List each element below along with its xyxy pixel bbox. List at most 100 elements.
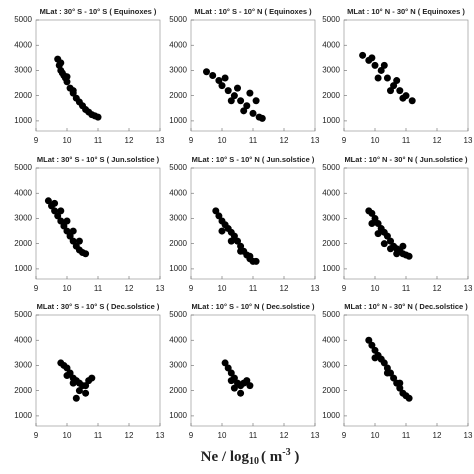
point: [237, 97, 245, 105]
x-label-part: Ne / log: [201, 449, 250, 465]
x-tick-label: 11: [402, 136, 411, 145]
point: [383, 74, 391, 82]
point: [227, 237, 235, 245]
point: [380, 240, 388, 248]
point: [380, 61, 388, 69]
point: [69, 379, 77, 387]
point: [240, 107, 248, 115]
y-tick-label: 3000: [14, 214, 32, 223]
plot-frame: [343, 167, 469, 280]
x-label-sub: 10: [249, 456, 259, 467]
x-tick-label: 12: [433, 284, 442, 293]
x-tick-label: 13: [464, 431, 473, 440]
point: [399, 94, 407, 102]
chart-title: MLat : 10° N - 30° N ( Equinoxes ): [347, 7, 465, 16]
chart-title: MLat : 10° N - 30° N ( Jun.solstice ): [344, 155, 468, 164]
point: [44, 197, 52, 205]
y-tick-label: 1000: [14, 264, 32, 273]
y-tick-label: 4000: [322, 188, 340, 197]
x-tick-label: 13: [156, 284, 165, 293]
point: [371, 61, 379, 69]
x-label-part: ): [291, 449, 300, 465]
x-tick-label: 9: [342, 284, 347, 293]
y-tick-label: 5000: [322, 15, 340, 24]
x-tick-label: 11: [249, 284, 258, 293]
point: [63, 364, 71, 372]
point: [243, 102, 251, 110]
x-tick-label: 11: [94, 284, 103, 293]
plot-frame: [343, 19, 469, 132]
x-tick-label: 9: [189, 431, 194, 440]
point: [66, 232, 74, 240]
x-tick-label: 12: [433, 136, 442, 145]
point: [393, 77, 401, 85]
y-tick-label: 1000: [169, 116, 187, 125]
point: [94, 113, 102, 121]
y-tick-label: 5000: [14, 163, 32, 172]
x-tick-label: 12: [433, 431, 442, 440]
y-tick-label: 1000: [322, 411, 340, 420]
point: [69, 237, 77, 245]
point: [227, 377, 235, 385]
point: [82, 382, 90, 390]
y-tick-label: 4000: [14, 40, 32, 49]
point: [405, 252, 413, 260]
point: [390, 374, 398, 382]
x-tick-label: 12: [125, 431, 134, 440]
point: [57, 217, 65, 225]
point: [230, 232, 238, 240]
x-tick-label: 9: [342, 431, 347, 440]
point: [368, 341, 376, 349]
y-tick-label: 3000: [322, 66, 340, 75]
point: [258, 114, 266, 122]
y-tick-label: 5000: [169, 310, 187, 319]
point: [374, 74, 382, 82]
x-axis-label: Ne / log10( m-3 ): [201, 447, 300, 467]
point: [387, 237, 394, 245]
point: [63, 227, 71, 235]
x-tick-label: 12: [125, 136, 134, 145]
point: [88, 374, 96, 382]
y-tick-label: 4000: [169, 188, 187, 197]
x-tick-label: 10: [371, 431, 380, 440]
x-tick-label: 11: [249, 136, 258, 145]
x-tick-label: 10: [63, 431, 72, 440]
point: [374, 230, 382, 238]
y-tick-label: 5000: [169, 15, 187, 24]
x-tick-label: 9: [34, 284, 39, 293]
point: [75, 237, 83, 245]
x-tick-label: 11: [94, 136, 103, 145]
point: [57, 59, 65, 67]
point: [237, 389, 245, 397]
point: [57, 207, 65, 215]
x-tick-label: 10: [371, 284, 380, 293]
y-tick-label: 2000: [14, 239, 32, 248]
x-tick-label: 11: [402, 431, 411, 440]
x-tick-label: 10: [218, 284, 227, 293]
point: [408, 97, 416, 105]
plot-frame: [35, 167, 161, 280]
y-tick-label: 1000: [322, 264, 340, 273]
chart-title: MLat : 10° S - 10° N ( Dec.solstice ): [191, 302, 315, 311]
x-tick-label: 13: [156, 431, 165, 440]
x-tick-label: 10: [63, 284, 72, 293]
point: [75, 387, 83, 395]
point: [368, 220, 376, 227]
x-tick-label: 11: [94, 431, 103, 440]
y-tick-label: 5000: [14, 310, 32, 319]
y-tick-label: 1000: [322, 116, 340, 125]
point: [252, 97, 260, 105]
x-tick-label: 13: [311, 136, 320, 145]
y-tick-label: 4000: [322, 335, 340, 344]
x-tick-label: 9: [189, 136, 194, 145]
x-tick-label: 10: [218, 431, 227, 440]
point: [368, 54, 376, 62]
point: [230, 92, 238, 100]
point: [230, 384, 238, 392]
x-tick-label: 13: [311, 431, 320, 440]
chart-title: MLat : 30° S - 10° S ( Jun.solstice ): [37, 155, 160, 164]
point: [246, 89, 254, 97]
point: [371, 214, 379, 222]
point: [368, 209, 376, 217]
y-tick-label: 4000: [14, 188, 32, 197]
